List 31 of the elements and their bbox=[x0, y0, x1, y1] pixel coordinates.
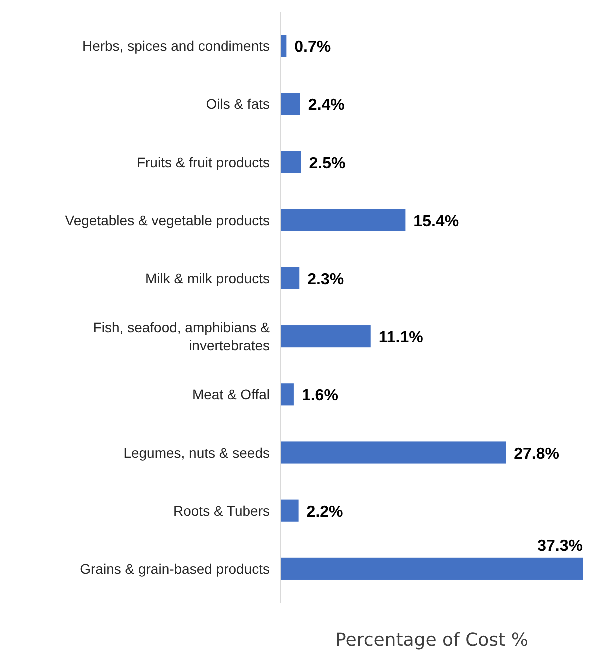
bar bbox=[281, 384, 294, 406]
bar bbox=[281, 442, 506, 464]
bar bbox=[281, 151, 302, 174]
data-label: 37.3% bbox=[538, 538, 583, 555]
bar bbox=[281, 35, 287, 58]
y-tick-label: Fish, seafood, amphibians & invertebrates bbox=[93, 320, 271, 354]
y-tick-label: Milk & milk products bbox=[146, 270, 270, 286]
bar bbox=[281, 500, 299, 522]
data-label: 27.8% bbox=[514, 446, 560, 463]
data-label: 2.4% bbox=[308, 97, 345, 114]
data-label: 0.7% bbox=[294, 39, 332, 56]
bar bbox=[281, 209, 406, 232]
y-tick-label: Fruits & fruit products bbox=[136, 154, 270, 170]
data-label: 11.1% bbox=[378, 330, 424, 347]
bar bbox=[281, 558, 583, 580]
y-tick-label: Grains & grain-based products bbox=[80, 560, 270, 577]
data-label: 1.6% bbox=[302, 388, 338, 405]
bar bbox=[281, 267, 300, 290]
x-axis-title: Percentage of Cost % bbox=[336, 630, 528, 651]
bar bbox=[281, 326, 371, 348]
y-tick-label: Meat & Offal bbox=[192, 386, 270, 403]
bar bbox=[281, 93, 300, 116]
y-tick-label: Herbs, spices and condiments bbox=[82, 38, 270, 54]
y-tick-label: Oils & fats bbox=[206, 96, 270, 112]
data-label: 15.4% bbox=[414, 213, 460, 230]
data-label: 2.5% bbox=[309, 155, 346, 172]
data-label: 2.3% bbox=[308, 271, 344, 288]
y-tick-label: Roots & Tubers bbox=[174, 502, 270, 519]
y-tick-label: Vegetables & vegetable products bbox=[65, 212, 270, 228]
y-tick-label: Legumes, nuts & seeds bbox=[124, 444, 270, 461]
data-label: 2.2% bbox=[306, 504, 344, 521]
